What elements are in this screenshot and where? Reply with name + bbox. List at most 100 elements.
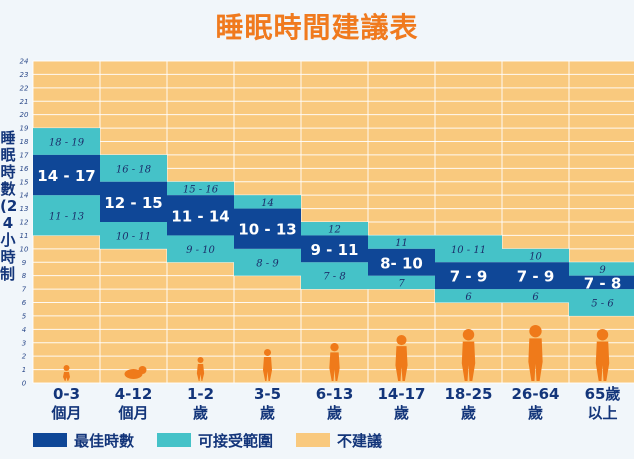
y-tick-label: 11 [20,232,29,240]
y-axis-label: 睡眠時數(24小時制) [0,130,16,283]
y-tick-label: 5 [22,312,27,320]
y-tick-label: 6 [22,299,27,307]
acceptable-lower-label: 7 [398,278,405,289]
acceptable-upper-bar [502,248,569,263]
y-tick-label: 21 [20,98,29,106]
best-range-label: 12 - 15 [104,194,162,212]
y-tick-label: 15 [20,178,29,186]
category-label-line1: 6-13 [316,385,354,403]
acceptable-upper-label: 14 [261,198,274,209]
acceptable-lower-bar [368,275,435,290]
y-tick-label: 2 [22,353,27,361]
legend-label-best: 最佳時數 [74,431,135,450]
legend-swatch-not-recommended [296,433,330,447]
acceptable-lower-label: 11 - 13 [49,211,84,222]
y-tick-label: 16 [20,165,29,173]
y-tick-label: 3 [22,339,26,347]
best-range-label: 11 - 14 [171,207,229,225]
acceptable-upper-bar [167,181,234,196]
category-label-line1: 3-5 [254,385,281,403]
acceptable-lower-label: 7 - 8 [323,272,345,283]
best-range-bar [33,154,100,196]
y-tick-label: 13 [20,205,29,213]
category-label-line2: 歲 [327,404,342,422]
best-range-bar [569,275,634,290]
acceptable-upper-label: 11 [395,238,408,249]
legend-label-not-recommended: 不建議 [337,431,383,450]
acceptable-lower-bar [234,248,301,276]
y-tick-label: 1 [22,366,26,374]
category-label-line2: 歲 [528,404,543,422]
acceptable-lower-label: 9 - 10 [186,245,215,256]
acceptable-upper-bar [569,262,634,276]
acceptable-lower-bar [33,195,100,236]
y-tick-label: 10 [20,245,29,253]
acceptable-lower-label: 8 - 9 [256,258,279,269]
best-range-bar [301,235,368,263]
best-range-bar [234,208,301,249]
y-tick-label: 22 [20,84,29,92]
best-range-bar [502,262,569,290]
y-tick-label: 12 [20,219,29,227]
y-tick-label: 14 [20,192,29,200]
person-silhouette-icon [124,366,147,379]
person-silhouette-icon [528,325,543,381]
best-range-bar [368,248,435,276]
best-range-bar [167,195,234,236]
best-range-bar [435,262,502,290]
y-tick-label: 4 [22,326,26,334]
acceptable-upper-bar [301,222,368,236]
category-label-line1: 26-64 [512,385,560,403]
best-range-label: 7 - 8 [584,274,622,292]
legend-swatch-acceptable [157,433,191,447]
y-tick-label: 17 [20,151,29,159]
acceptable-upper-bar [234,195,301,209]
category-label-line2: 歲 [394,404,409,422]
acceptable-upper-label: 15 - 16 [183,184,219,195]
y-tick-label: 0 [22,380,27,388]
category-label-line2: 以上 [587,404,617,422]
best-range-label: 7 - 9 [450,268,488,286]
acceptable-lower-bar [502,289,569,303]
chart-title: 睡眠時間建議表 [215,11,419,44]
acceptable-lower-bar [167,235,234,263]
category-label-line1: 1-2 [187,385,214,403]
acceptable-upper-label: 9 [599,265,606,276]
acceptable-upper-bar [435,235,502,263]
legend-item-best: 最佳時數 [33,431,135,450]
acceptable-upper-label: 18 - 19 [49,138,85,149]
acceptable-upper-bar [33,128,100,155]
acceptable-lower-bar [569,289,634,316]
acceptable-upper-bar [368,235,435,249]
acceptable-upper-label: 16 - 18 [116,164,151,175]
category-label-line2: 歲 [193,404,208,422]
category-label-line2: 個月 [117,404,148,422]
category-label-line1: 0-3 [53,385,80,403]
y-tick-label: 7 [22,286,27,294]
legend-item-not-recommended: 不建議 [296,431,383,450]
acceptable-upper-label: 12 [328,225,341,236]
person-silhouette-icon [63,365,70,381]
category-label-line1: 4-12 [115,385,153,403]
y-axis-label-wrap: 睡眠時數(24小時制) [0,130,16,300]
person-silhouette-icon [196,357,205,381]
best-range-label: 14 - 17 [37,167,95,185]
acceptable-lower-label: 5 - 6 [591,299,614,310]
person-silhouette-icon [262,349,273,381]
y-tick-label: 18 [20,138,29,146]
legend-swatch-best [33,433,67,447]
category-label-line1: 18-25 [445,385,493,403]
category-label-line2: 歲 [260,404,275,422]
person-silhouette-icon [595,329,610,381]
acceptable-upper-label: 10 - 11 [451,245,486,256]
acceptable-lower-bar [435,289,502,303]
y-tick-label: 8 [22,272,27,280]
acceptable-lower-label: 6 [532,292,539,303]
acceptable-upper-label: 10 [529,252,542,263]
best-range-bar [100,181,167,222]
person-silhouette-icon [461,329,476,381]
category-label-line1: 14-17 [378,385,426,403]
acceptable-lower-label: 10 - 11 [116,231,151,242]
acceptable-lower-bar [100,222,167,249]
